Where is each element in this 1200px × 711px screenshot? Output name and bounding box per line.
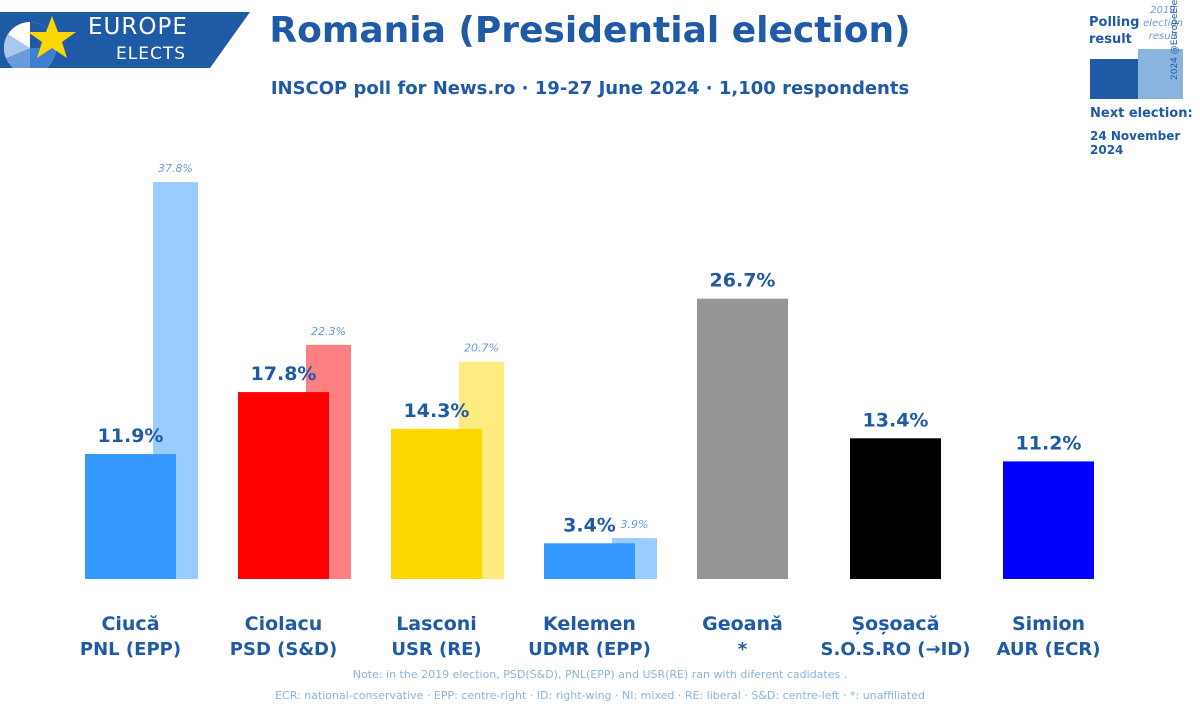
party-name-5: *: [738, 639, 748, 660]
legend-previous-swatch: [1138, 49, 1183, 99]
label-2019-1: 37.8%: [158, 162, 193, 175]
europe-elects-logo: [0, 12, 250, 68]
label-poll-3: 14.3%: [404, 400, 470, 422]
candidate-name-5: Geoană: [702, 613, 783, 635]
next-election-label: Next election:: [1090, 106, 1193, 121]
label-poll-1: 11.9%: [98, 425, 164, 447]
label-poll-4: 3.4%: [563, 514, 616, 536]
chart-subtitle: INSCOP poll for News.ro · 19-27 June 202…: [270, 78, 910, 99]
logo-text-elects: ELECTS: [116, 44, 186, 64]
bar-poll-4: [544, 543, 635, 579]
label-2019-3: 20.7%: [464, 342, 499, 355]
party-name-4: UDMR (EPP): [528, 639, 651, 660]
candidate-name-1: Ciucă: [101, 613, 159, 635]
legend-polling-label: Polling result: [1089, 15, 1140, 47]
party-name-3: USR (RE): [391, 639, 481, 660]
chart-title: Romania (Presidential election): [269, 10, 911, 51]
party-name-6: S.O.S.RO (→ID): [821, 639, 971, 660]
candidate-name-2: Ciolacu: [245, 613, 323, 635]
party-name-1: PNL (EPP): [80, 639, 181, 660]
label-poll-7: 11.2%: [1016, 432, 1082, 454]
bar-poll-3: [391, 428, 482, 579]
bar-poll-6: [850, 438, 941, 579]
label-poll-5: 26.7%: [710, 270, 776, 292]
next-election-date: 24 November 2024: [1090, 129, 1181, 157]
footnote-groups: ECR: national-conservative · EPP: centre…: [275, 689, 925, 702]
bar-poll-5: [697, 298, 788, 579]
candidate-name-6: Șoșoacă: [851, 613, 939, 635]
label-2019-4: 3.9%: [621, 518, 649, 531]
party-name-2: PSD (S&D): [230, 639, 337, 660]
candidate-name-4: Kelemen: [543, 613, 636, 635]
footnote-2019: Note: in the 2019 election, PSD(S&D), PN…: [352, 668, 848, 681]
bar-poll-7: [1003, 461, 1094, 579]
label-poll-2: 17.8%: [251, 363, 317, 385]
legend-polling-swatch: [1090, 59, 1138, 99]
candidate-name-3: Lasconi: [396, 613, 477, 635]
legend-previous-label: 2019 election result: [1143, 5, 1183, 42]
candidate-name-7: Simion: [1012, 613, 1085, 635]
party-name-7: AUR (ECR): [997, 639, 1101, 660]
logo-text-europe: EUROPE: [88, 14, 188, 40]
label-poll-6: 13.4%: [863, 409, 929, 431]
bar-poll-2: [238, 392, 329, 579]
label-2019-2: 22.3%: [311, 325, 346, 338]
bar-poll-1: [85, 454, 176, 579]
